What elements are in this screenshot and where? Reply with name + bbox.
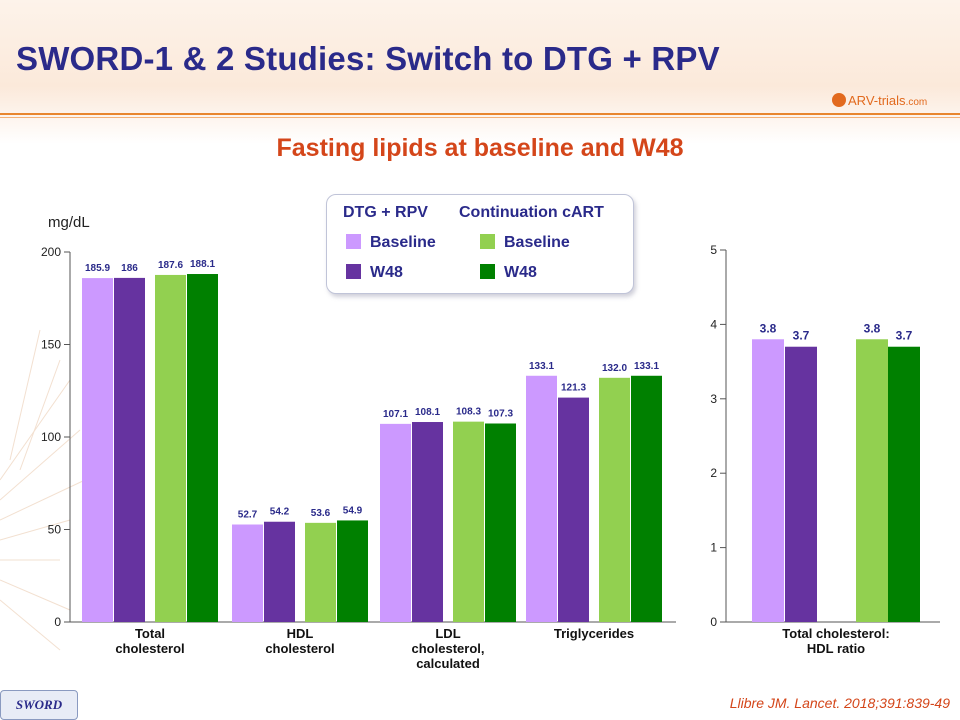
legend-group-cart: Continuation cART <box>459 204 604 221</box>
legend-swatch <box>480 264 495 279</box>
legend-item-dtg-w48: W48 <box>346 264 403 282</box>
legend-swatch <box>480 234 495 249</box>
y-tick-label: 3 <box>710 392 717 406</box>
bar <box>380 423 411 622</box>
logo-text: ARV-trials <box>848 93 906 108</box>
y-tick-label: 0 <box>54 615 61 629</box>
bar <box>264 521 295 622</box>
header-rule <box>0 113 960 115</box>
y-tick-label: 1 <box>710 541 717 555</box>
legend-label: W48 <box>504 264 537 281</box>
citation: Llibre JM. Lancet. 2018;391:839-49 <box>729 695 950 711</box>
study-badge: SWORD <box>0 690 78 720</box>
chart-legend: DTG + RPV Continuation cART Baseline W48… <box>326 194 634 294</box>
x-category-label: HDL <box>287 626 314 641</box>
bar <box>155 274 186 622</box>
legend-label: W48 <box>370 264 403 281</box>
legend-swatch <box>346 234 361 249</box>
bar <box>485 423 516 622</box>
legend-item-cart-w48: W48 <box>480 264 537 282</box>
bar <box>631 375 662 622</box>
bar-value-label: 108.3 <box>456 407 481 418</box>
logo-suffix: .com <box>905 97 928 108</box>
chart-subtitle: Fasting lipids at baseline and W48 <box>276 134 684 162</box>
bar-value-label: 133.1 <box>634 361 659 372</box>
logo-icon <box>832 93 846 107</box>
bar-value-label: 52.7 <box>238 510 258 521</box>
x-category-label: LDL <box>435 626 460 641</box>
bar <box>114 277 145 622</box>
bar <box>453 421 484 622</box>
bar-value-label: 3.8 <box>864 321 881 335</box>
legend-swatch <box>346 264 361 279</box>
x-category-label: Triglycerides <box>554 626 634 641</box>
legend-group-dtg-rpv: DTG + RPV <box>343 204 428 221</box>
bar <box>412 422 443 622</box>
y-tick-label: 0 <box>710 615 717 629</box>
bar <box>232 524 263 622</box>
header-rule-thin <box>0 117 960 118</box>
bar <box>526 375 557 622</box>
bar-value-label: 107.1 <box>383 409 408 420</box>
y-tick-label: 5 <box>710 243 717 257</box>
bar <box>785 346 817 622</box>
legend-item-cart-baseline: Baseline <box>480 234 570 252</box>
bar <box>337 520 368 622</box>
bar <box>187 274 218 622</box>
y-axis-unit-label: mg/dL <box>48 214 90 231</box>
x-category-label: Total cholesterol: <box>782 626 889 641</box>
bar-value-label: 133.1 <box>529 361 554 372</box>
legend-label: Baseline <box>504 234 570 251</box>
bar-value-label: 132.0 <box>602 363 627 374</box>
y-tick-label: 4 <box>710 317 717 331</box>
bar <box>888 346 920 622</box>
arv-trials-logo: ARV-trials.com <box>832 93 927 108</box>
bar <box>752 339 784 622</box>
bar-value-label: 188.1 <box>190 259 215 270</box>
bar-value-label: 186 <box>121 263 138 274</box>
bar-value-label: 53.6 <box>311 508 331 519</box>
bar-value-label: 108.1 <box>415 407 440 418</box>
bar-value-label: 54.9 <box>343 505 363 516</box>
legend-label: Baseline <box>370 234 436 251</box>
y-tick-label: 2 <box>710 466 717 480</box>
bar <box>305 522 336 622</box>
x-category-label: calculated <box>416 656 480 671</box>
x-category-label: cholesterol, <box>412 641 485 656</box>
bar-value-label: 121.3 <box>561 383 586 394</box>
y-tick-label: 50 <box>48 523 62 537</box>
x-category-label: Total <box>135 626 165 641</box>
slide-title: SWORD-1 & 2 Studies: Switch to DTG + RPV <box>16 40 720 77</box>
x-category-label: cholesterol <box>115 641 184 656</box>
x-category-label: HDL ratio <box>807 641 865 656</box>
decorative-left-texture <box>0 329 86 651</box>
y-tick-label: 150 <box>41 338 61 352</box>
bar-value-label: 185.9 <box>85 263 110 274</box>
y-tick-label: 200 <box>41 245 61 259</box>
bar-value-label: 187.6 <box>158 260 183 271</box>
x-category-label: cholesterol <box>265 641 334 656</box>
legend-item-dtg-baseline: Baseline <box>346 234 436 252</box>
bar-value-label: 3.7 <box>793 329 810 343</box>
bar <box>856 339 888 622</box>
bar-value-label: 54.2 <box>270 507 290 518</box>
bar <box>599 377 630 622</box>
bar-value-label: 3.7 <box>896 329 913 343</box>
bar <box>558 397 589 622</box>
y-tick-label: 100 <box>41 430 61 444</box>
bar <box>82 278 113 622</box>
bar-value-label: 107.3 <box>488 408 513 419</box>
bar-value-label: 3.8 <box>760 321 777 335</box>
